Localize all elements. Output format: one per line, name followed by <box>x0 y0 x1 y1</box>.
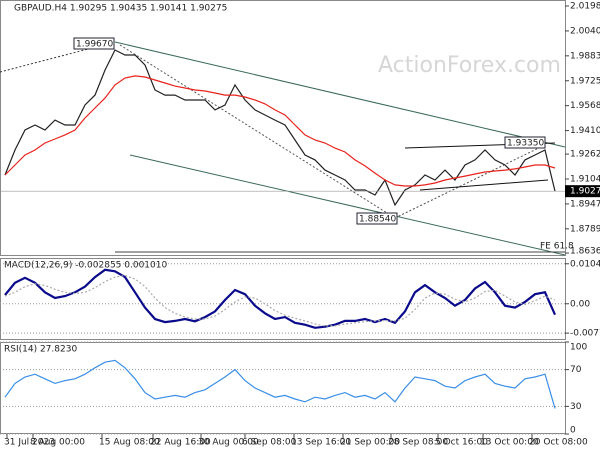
y-tick-label: 0.00 <box>570 299 590 309</box>
annotation-box <box>504 136 546 149</box>
y-tick-label: 1.92620 <box>570 150 600 160</box>
triangle-bottom <box>419 179 549 191</box>
series-line <box>4 75 556 187</box>
chart-title: GBPAUD.H4 1.90295 1.90435 1.90141 1.9027… <box>14 4 227 14</box>
x-tick-label: 6 Sep 08:00 <box>242 438 297 448</box>
x-tick-label: 13 Sep 16:00 <box>291 438 351 448</box>
series-line <box>4 49 556 207</box>
y-tick-label: 1.86365 <box>570 247 600 257</box>
y-tick-label: -0.0077 <box>570 329 600 339</box>
y-tick-label: 1.95680 <box>570 101 600 111</box>
x-tick-label: 21 Sep 00:00 <box>340 438 400 448</box>
channel-top <box>114 41 566 148</box>
x-tick-label: 8 Aug 00:00 <box>30 438 85 448</box>
y-tick-label: 1.91045 <box>570 174 600 184</box>
y-tick-label: 2.00405 <box>570 26 600 36</box>
y-tick-label: 1.89470 <box>570 199 600 209</box>
x-tick-label: 20 Oct 08:00 <box>529 438 588 448</box>
x-tick-label: 30 Aug 00:00 <box>198 438 259 448</box>
x-tick-label: 28 Sep 08:00 <box>388 438 448 448</box>
current-price-label: 1.90275 <box>570 187 600 197</box>
series-line <box>4 359 556 409</box>
y-tick-label: 1.97255 <box>570 76 600 86</box>
y-tick-label: 0 <box>570 426 576 436</box>
current-price-box <box>565 185 600 198</box>
y-tick-label: 30 <box>570 402 582 412</box>
y-tick-label: 70 <box>570 365 582 375</box>
y-tick-label: 1.98830 <box>570 51 600 61</box>
watermark: ActionForex.com <box>378 53 561 78</box>
channel-bottom <box>129 154 566 256</box>
y-tick-label: 0.010483 <box>570 259 600 269</box>
x-tick-label: 5 Oct 16:00 <box>435 438 488 448</box>
annotation: 1.93350 <box>507 139 544 149</box>
y-tick-label: 2.01980 <box>570 2 600 12</box>
annotation: 1.88540 <box>359 215 396 225</box>
rsi-title: RSI(14) 27.8230 <box>4 345 77 355</box>
y-tick-label: 1.87895 <box>570 224 600 234</box>
series-line <box>4 274 556 327</box>
x-tick-label: 15 Aug 08:00 <box>99 438 160 448</box>
annotation-box <box>356 212 398 225</box>
x-tick-label: 13 Oct 00:00 <box>480 438 539 448</box>
annotation: 1.99670 <box>76 40 113 50</box>
annotation-box <box>73 37 115 50</box>
price-panel <box>0 0 566 256</box>
macd-panel <box>0 258 566 340</box>
annotations: 1.99670 1.88540 1.93350 FE 61.8 <box>73 37 574 252</box>
y-tick-label: 1.94105 <box>570 126 600 136</box>
macd-title: MACD(12,26,9) -0.002855 0.001010 <box>4 261 167 271</box>
y-tick-label: 100 <box>570 343 587 353</box>
annotation: FE 61.8 <box>540 242 574 252</box>
x-tick-label: 22 Aug 16:00 <box>150 438 211 448</box>
x-tick-label: 31 Jul 2023 <box>4 438 55 448</box>
